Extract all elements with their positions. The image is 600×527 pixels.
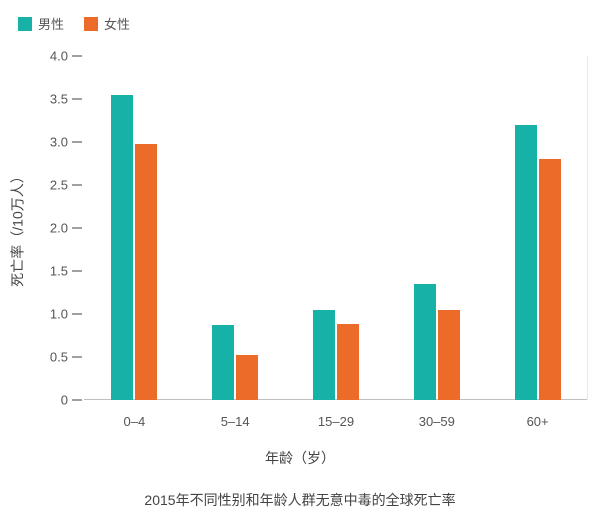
plot-right-border — [587, 56, 588, 400]
x-axis-title: 年龄（岁） — [0, 448, 600, 468]
y-tick-mark — [72, 227, 82, 229]
legend-item-male: 男性 — [18, 14, 64, 33]
bar-female — [337, 324, 359, 400]
y-tick-label: 4.0 — [40, 49, 68, 64]
y-tick-label: 1.0 — [40, 307, 68, 322]
y-axis-title: 死亡率（/10万人） — [8, 169, 28, 286]
y-tick-mark — [72, 184, 82, 186]
bar-female — [539, 159, 561, 400]
bar-male — [212, 325, 234, 400]
bar-male — [111, 95, 133, 400]
x-axis-baseline — [84, 399, 588, 400]
legend: 男性 女性 — [18, 14, 130, 33]
y-tick-label: 1.5 — [40, 264, 68, 279]
y-tick-label: 0.5 — [40, 350, 68, 365]
y-tick-mark — [72, 141, 82, 143]
y-tick-label: 2.0 — [40, 221, 68, 236]
y-tick-mark — [72, 313, 82, 315]
y-tick-mark — [72, 399, 82, 401]
y-tick-label: 0 — [40, 393, 68, 408]
y-tick-label: 3.5 — [40, 92, 68, 107]
legend-item-female: 女性 — [84, 14, 130, 33]
x-tick-label: 15–29 — [318, 414, 354, 429]
plot-area — [84, 56, 588, 400]
chart-caption: 2015年不同性别和年龄人群无意中毒的全球死亡率 — [0, 490, 600, 510]
bar-male — [414, 284, 436, 400]
chart-container: 男性 女性 死亡率（/10万人） 年龄（岁） 2015年不同性别和年龄人群无意中… — [0, 0, 600, 527]
bar-female — [135, 144, 157, 400]
bar-male — [313, 310, 335, 400]
legend-swatch-male — [18, 17, 32, 31]
y-tick-label: 3.0 — [40, 135, 68, 150]
y-tick-mark — [72, 55, 82, 57]
x-tick-label: 30–59 — [419, 414, 455, 429]
x-tick-label: 60+ — [527, 414, 549, 429]
y-tick-mark — [72, 98, 82, 100]
bar-female — [438, 310, 460, 400]
legend-label-female: 女性 — [104, 14, 130, 33]
y-tick-label: 2.5 — [40, 178, 68, 193]
x-tick-label: 0–4 — [124, 414, 146, 429]
bar-female — [236, 355, 258, 400]
y-tick-mark — [72, 270, 82, 272]
legend-swatch-female — [84, 17, 98, 31]
bar-male — [515, 125, 537, 400]
x-tick-label: 5–14 — [221, 414, 250, 429]
legend-label-male: 男性 — [38, 14, 64, 33]
y-tick-mark — [72, 356, 82, 358]
